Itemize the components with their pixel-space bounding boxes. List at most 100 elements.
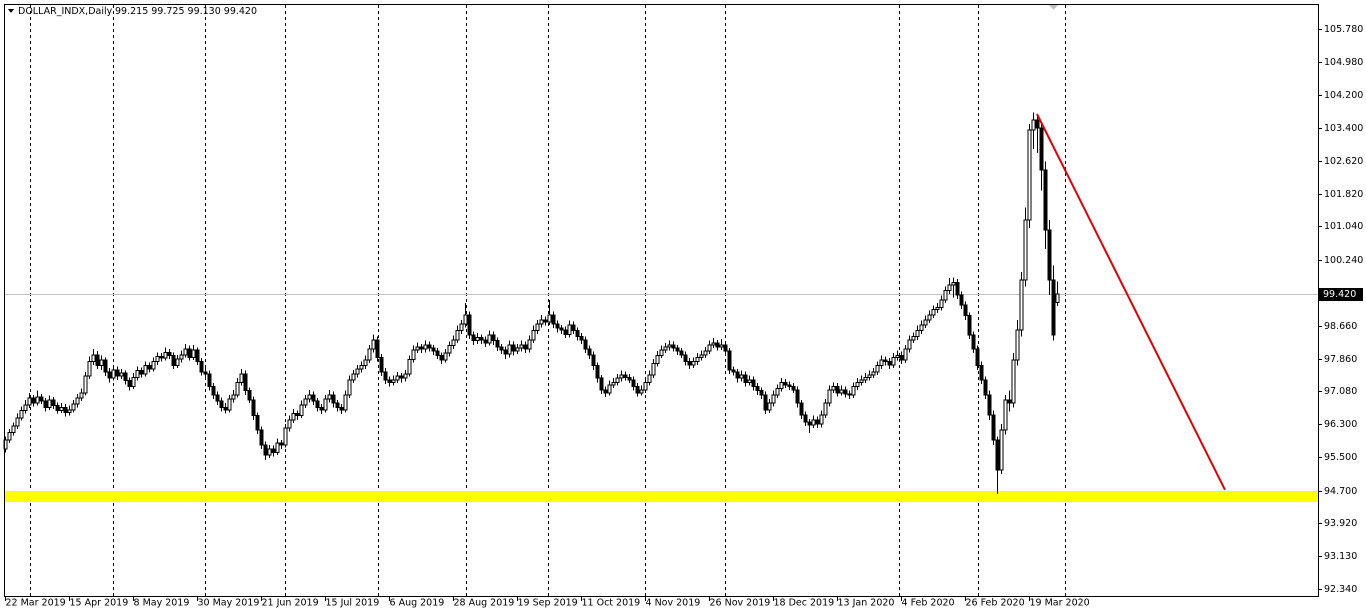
- candle-body: [75, 397, 80, 405]
- candle-body: [839, 389, 844, 394]
- candle-body: [731, 369, 736, 373]
- candle-body: [979, 365, 984, 381]
- candle-body: [799, 402, 804, 416]
- candle-body: [1027, 129, 1032, 221]
- candle-body: [835, 386, 840, 394]
- candle-body: [27, 397, 32, 406]
- candle-body: [23, 404, 28, 412]
- candle-body: [299, 404, 304, 417]
- candle-body: [867, 374, 872, 378]
- candle-body: [335, 402, 340, 408]
- candle-body: [103, 359, 108, 373]
- menu-arrow[interactable]: [8, 9, 14, 13]
- candle-body: [551, 314, 556, 325]
- candle-body: [415, 346, 420, 351]
- candle-body: [507, 344, 512, 355]
- y-tick-label: 104.200: [1324, 90, 1363, 101]
- candle-body: [815, 419, 820, 425]
- candle-body: [363, 359, 368, 367]
- candle-body: [399, 375, 404, 379]
- candle-body: [167, 351, 172, 357]
- candle-body: [859, 379, 864, 383]
- candle-body: [243, 373, 248, 392]
- candle-body: [827, 389, 832, 404]
- candle-body: [487, 334, 492, 344]
- candle-body: [883, 359, 888, 363]
- candle-body: [695, 356, 700, 363]
- candle-body: [191, 349, 196, 358]
- candle-body: [543, 319, 548, 323]
- candle-body: [451, 339, 456, 347]
- y-tick-label: 92.340: [1324, 584, 1357, 595]
- candle-body: [719, 344, 724, 348]
- shift-marker[interactable]: [1049, 5, 1058, 10]
- candle-body: [939, 299, 944, 308]
- candle-body: [1023, 219, 1028, 281]
- x-tick-label: 21 Jun 2019: [262, 598, 319, 609]
- candle-body: [115, 369, 120, 377]
- candle-body: [147, 365, 152, 370]
- y-tick-label: 94.700: [1324, 486, 1357, 497]
- candle-body: [431, 347, 436, 352]
- x-tick-label: 22 Mar 2019: [6, 598, 66, 609]
- candle-body: [775, 388, 780, 396]
- candle-body: [263, 444, 268, 456]
- candle-body: [207, 373, 212, 387]
- candle-body: [355, 368, 360, 375]
- candle-body: [387, 379, 392, 383]
- candle-body: [951, 281, 956, 286]
- candle-body: [715, 342, 720, 348]
- candle-body: [83, 375, 88, 394]
- candle-body: [19, 410, 24, 419]
- candle-body: [163, 351, 168, 359]
- candle-body: [15, 417, 20, 427]
- candle-body: [111, 369, 116, 379]
- candle-body: [155, 356, 160, 362]
- candle-body: [627, 376, 632, 381]
- candle-body: [231, 394, 236, 400]
- candle-body: [783, 381, 788, 386]
- candle-body: [743, 374, 748, 383]
- candle-body: [455, 329, 460, 341]
- candle-body: [923, 319, 928, 326]
- candle-body: [735, 371, 740, 379]
- candle-body: [63, 406, 68, 413]
- price-label-box: [1319, 288, 1363, 301]
- candle-body: [755, 386, 760, 392]
- candle-body: [175, 358, 180, 367]
- candle-body: [871, 371, 876, 376]
- candle-body: [143, 365, 148, 375]
- candle-body: [1003, 399, 1008, 431]
- candle-body: [447, 345, 452, 354]
- candle-body: [595, 365, 600, 379]
- price-label: 99.420: [1323, 289, 1356, 300]
- candle-body: [427, 344, 432, 349]
- candle-body: [499, 346, 504, 351]
- candle-body: [11, 425, 16, 433]
- candle-body: [851, 386, 856, 396]
- candle-body: [803, 414, 808, 423]
- candle-body: [691, 361, 696, 366]
- candles: [3, 112, 1060, 494]
- candle-body: [199, 361, 204, 373]
- candle-body: [759, 390, 764, 396]
- candle-body: [575, 329, 580, 337]
- candle-body: [351, 373, 356, 381]
- candle-body: [603, 389, 608, 394]
- candle-body: [963, 304, 968, 317]
- y-tick-label: 101.040: [1324, 221, 1363, 232]
- candle-body: [395, 375, 400, 381]
- candle-body: [239, 373, 244, 383]
- candle-body: [79, 392, 84, 399]
- x-tick-label: 15 Jul 2019: [326, 598, 380, 609]
- y-tick-label: 96.300: [1324, 419, 1357, 430]
- candle-body: [599, 377, 604, 391]
- x-tick-label: 19 Mar 2020: [1030, 598, 1090, 609]
- candle-body: [823, 402, 828, 416]
- x-tick-label: 6 Aug 2019: [390, 598, 445, 609]
- candle-body: [591, 354, 596, 367]
- candle-body: [271, 448, 276, 453]
- candle-body: [235, 381, 240, 396]
- candle-body: [223, 406, 228, 411]
- candle-body: [855, 381, 860, 388]
